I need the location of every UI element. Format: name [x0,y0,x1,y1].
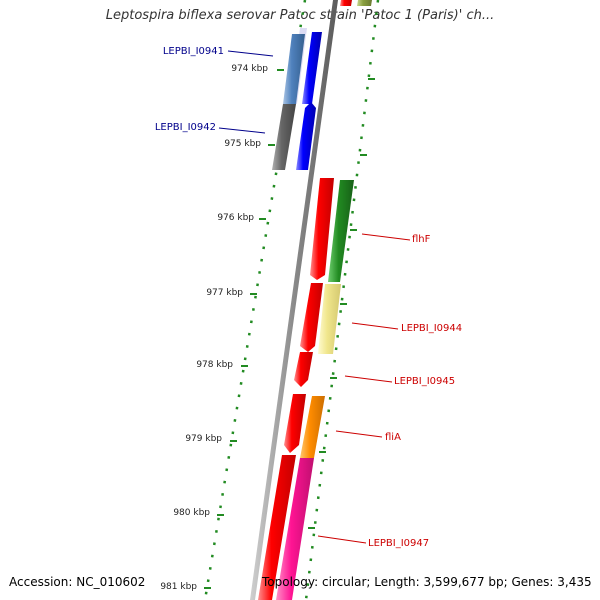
ruler-label-976: 976 kbp [217,213,254,223]
ruler-tick-980: 980 kbp [173,508,224,518]
accession-text: Accession: NC_010602 [9,575,146,589]
gene-label-LEPBI_I0941[interactable]: LEPBI_I0941 [163,46,224,57]
ruler-label-975: 975 kbp [224,139,261,149]
ruler-tick-979: 979 kbp [185,434,237,444]
gene-LEPBI_I0942[interactable] [272,102,316,170]
gene-LEPBI_I0944[interactable] [300,283,341,354]
ruler-label-977: 977 kbp [206,288,243,298]
ruler-label-979: 979 kbp [185,434,222,444]
gene-label-LEPBI_I0942[interactable]: LEPBI_I0942 [155,122,216,133]
gene-fliA[interactable] [284,394,325,458]
ruler-label-980: 980 kbp [173,508,210,518]
gene-label-fliA[interactable]: fliA [385,432,401,443]
gene-labels: LEPBI_I0941 LEPBI_I0942 flhF LEPBI_I0944… [155,46,462,549]
ruler-tick-974: 974 kbp [231,64,284,74]
ruler-ticks: 974 kbp 975 kbp 976 kbp 977 kbp 978 kbp … [160,64,375,592]
gene-LEPBI_I0941[interactable] [283,28,322,104]
gene-LEPBI_I0947[interactable] [258,455,314,600]
ruler-label-981: 981 kbp [160,582,197,592]
gene-LEPBI_I0945[interactable] [294,352,313,387]
gene-flhF[interactable] [310,178,354,282]
ruler-label-974: 974 kbp [231,64,268,74]
feature-top-partial [340,0,372,6]
genome-summary-text: Topology: circular; Length: 3,599,677 bp… [262,575,592,589]
ruler-label-978: 978 kbp [196,360,233,370]
gene-label-LEPBI_I0945[interactable]: LEPBI_I0945 [394,376,455,387]
gene-label-LEPBI_I0944[interactable]: LEPBI_I0944 [401,323,462,334]
backbone [250,0,338,600]
ruler-tick-975: 975 kbp [224,139,275,149]
gene-label-LEPBI_I0947[interactable]: LEPBI_I0947 [368,538,429,549]
ruler-tick-981: 981 kbp [160,582,211,592]
ruler-tick-976: 976 kbp [217,213,266,223]
map-title: Leptospira biflexa serovar Patoc strain … [105,8,495,23]
gene-label-flhF[interactable]: flhF [412,234,431,245]
ruler-tick-978: 978 kbp [196,360,248,370]
ruler-tick-977: 977 kbp [206,288,257,298]
